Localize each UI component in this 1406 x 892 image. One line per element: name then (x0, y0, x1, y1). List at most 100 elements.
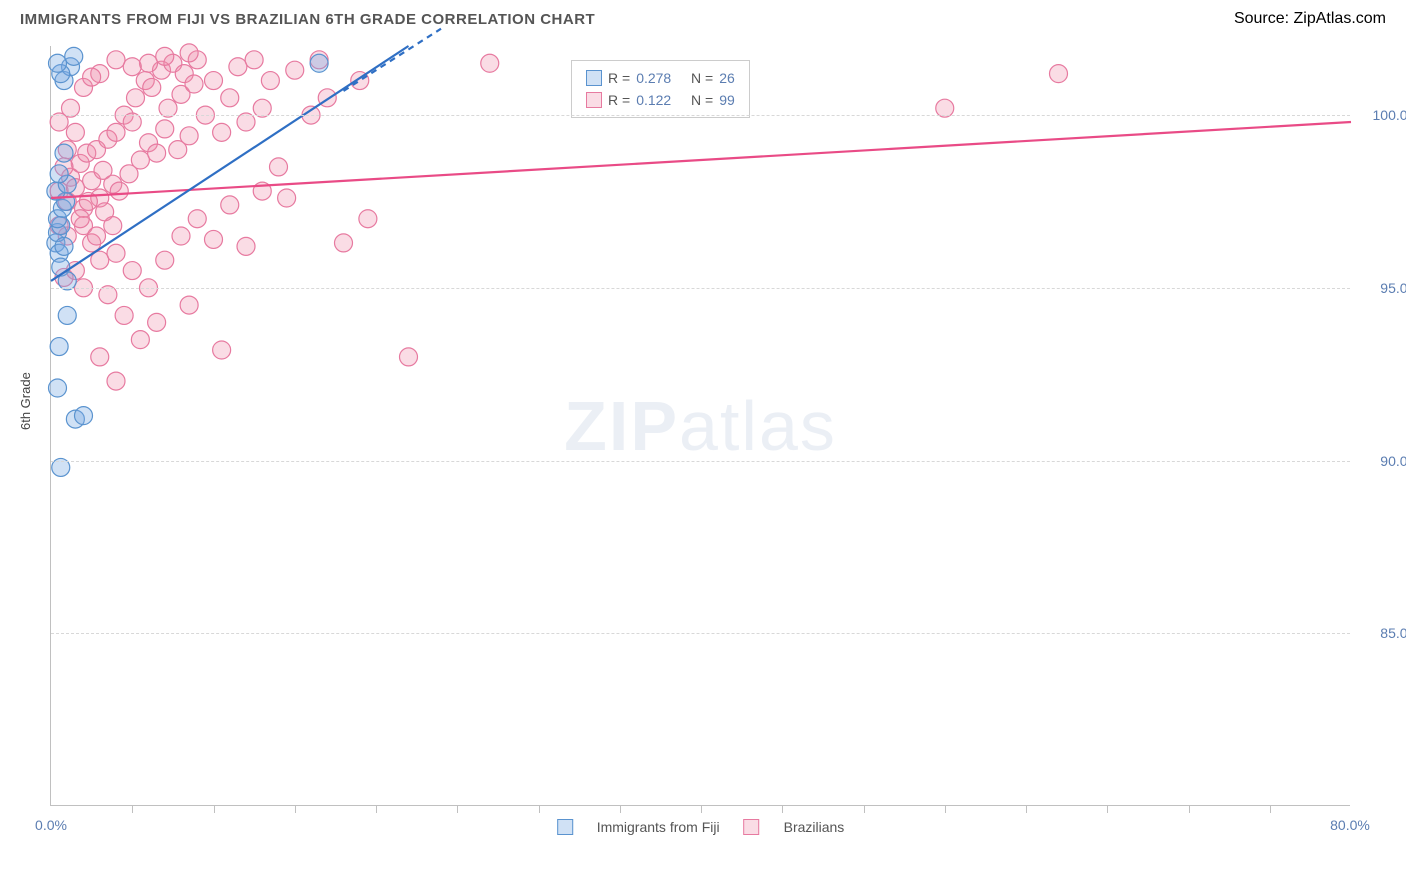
data-point (107, 372, 125, 390)
data-point (221, 196, 239, 214)
data-point (107, 51, 125, 69)
trend-line (344, 29, 442, 91)
series-legend: Immigrants from Fiji Brazilians (557, 819, 845, 835)
data-point (221, 89, 239, 107)
data-point (75, 407, 93, 425)
data-point (1050, 65, 1068, 83)
source-name: ZipAtlas.com (1294, 10, 1386, 27)
legend-row-a: R = 0.278 N = 26 (586, 67, 735, 89)
x-tick (782, 805, 783, 813)
x-tick (945, 805, 946, 813)
x-tick (1107, 805, 1108, 813)
swatch-b (586, 92, 602, 108)
data-point (156, 120, 174, 138)
data-point (229, 58, 247, 76)
n-label-a: N = (691, 67, 713, 89)
data-point (143, 78, 161, 96)
chart-plot-area: ZIPatlas 85.0%90.0%95.0%100.0% 0.0% 80.0… (50, 46, 1350, 806)
data-point (49, 379, 67, 397)
data-point (205, 230, 223, 248)
x-tick (620, 805, 621, 813)
data-point (237, 237, 255, 255)
data-point (104, 217, 122, 235)
x-tick (376, 805, 377, 813)
data-point (83, 68, 101, 86)
r-label-a: R = (608, 67, 630, 89)
series-a-name: Immigrants from Fiji (597, 819, 720, 835)
data-point (278, 189, 296, 207)
gridline (51, 288, 1350, 289)
r-value-b: 0.122 (636, 89, 671, 111)
x-tick-min: 0.0% (35, 817, 67, 833)
data-point (50, 165, 68, 183)
x-tick (864, 805, 865, 813)
gridline (51, 115, 1350, 116)
r-value-a: 0.278 (636, 67, 671, 89)
x-tick (1189, 805, 1190, 813)
data-point (213, 341, 231, 359)
r-label-b: R = (608, 89, 630, 111)
data-point (123, 262, 141, 280)
gridline (51, 461, 1350, 462)
data-point (286, 61, 304, 79)
data-point (91, 348, 109, 366)
swatch-a (586, 70, 602, 86)
y-tick-label: 95.0% (1380, 280, 1406, 296)
data-point (50, 338, 68, 356)
data-point (270, 158, 288, 176)
x-tick (1270, 805, 1271, 813)
x-tick (295, 805, 296, 813)
n-label-b: N = (691, 89, 713, 111)
data-point (172, 227, 190, 245)
chart-title: IMMIGRANTS FROM FIJI VS BRAZILIAN 6TH GR… (20, 11, 595, 28)
trend-line (51, 122, 1351, 198)
data-point (123, 58, 141, 76)
data-point (185, 75, 203, 93)
source-label: Source: (1234, 10, 1294, 27)
correlation-legend: R = 0.278 N = 26 R = 0.122 N = 99 (571, 60, 750, 118)
data-point (148, 313, 166, 331)
y-tick-label: 90.0% (1380, 453, 1406, 469)
n-value-a: 26 (719, 67, 735, 89)
data-point (55, 144, 73, 162)
data-point (213, 123, 231, 141)
data-point (245, 51, 263, 69)
data-point (131, 151, 149, 169)
data-point (127, 89, 145, 107)
data-point (55, 237, 73, 255)
y-tick-label: 100.0% (1373, 107, 1406, 123)
data-point (310, 54, 328, 72)
data-point (107, 244, 125, 262)
data-point (49, 54, 67, 72)
data-point (359, 210, 377, 228)
gridline (51, 633, 1350, 634)
x-tick (214, 805, 215, 813)
data-point (180, 44, 198, 62)
x-tick (132, 805, 133, 813)
swatch-a-bottom (557, 819, 573, 835)
n-value-b: 99 (719, 89, 735, 111)
x-tick-max: 80.0% (1330, 817, 1370, 833)
source: Source: ZipAtlas.com (1234, 10, 1386, 28)
data-point (115, 306, 133, 324)
x-tick (1026, 805, 1027, 813)
x-tick (457, 805, 458, 813)
data-point (88, 227, 106, 245)
y-tick-label: 85.0% (1380, 625, 1406, 641)
data-point (180, 127, 198, 145)
data-point (261, 72, 279, 90)
legend-row-b: R = 0.122 N = 99 (586, 89, 735, 111)
data-point (131, 331, 149, 349)
data-point (481, 54, 499, 72)
data-point (140, 54, 158, 72)
data-point (58, 306, 76, 324)
data-point (335, 234, 353, 252)
x-tick (539, 805, 540, 813)
data-point (400, 348, 418, 366)
series-b-name: Brazilians (784, 819, 845, 835)
swatch-b-bottom (744, 819, 760, 835)
data-point (156, 251, 174, 269)
data-point (148, 144, 166, 162)
data-point (65, 47, 83, 65)
data-point (156, 47, 174, 65)
